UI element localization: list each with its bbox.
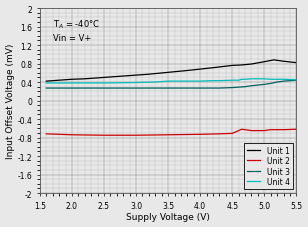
Unit 4 — [166, 80, 170, 83]
Unit 3 — [134, 87, 138, 90]
Unit 2 — [282, 129, 286, 131]
Unit 1 — [230, 65, 234, 67]
Unit 4 — [250, 78, 253, 81]
Unit 4 — [57, 82, 61, 85]
Unit 1 — [121, 75, 125, 78]
Unit 4 — [230, 79, 234, 82]
Unit 1 — [211, 67, 215, 70]
Unit 4 — [294, 79, 298, 82]
Unit 2 — [294, 128, 298, 131]
Unit 1 — [102, 77, 106, 79]
Unit 4 — [102, 82, 106, 85]
Unit 3 — [275, 81, 279, 84]
Unit 4 — [134, 82, 138, 84]
Unit 4 — [262, 78, 266, 81]
Unit 2 — [198, 133, 202, 136]
Unit 2 — [70, 134, 74, 136]
Unit 3 — [166, 87, 170, 90]
Unit 1 — [57, 79, 61, 82]
Legend: Unit 1, Unit 2, Unit 3, Unit 4: Unit 1, Unit 2, Unit 3, Unit 4 — [244, 143, 293, 189]
Unit 2 — [269, 129, 273, 131]
Unit 1 — [294, 62, 298, 65]
X-axis label: Supply Voltage (V): Supply Voltage (V) — [126, 212, 210, 222]
Unit 2 — [134, 134, 138, 137]
Unit 2 — [250, 130, 253, 132]
Unit 1 — [198, 68, 202, 71]
Y-axis label: Input Offset Voltage (mV): Input Offset Voltage (mV) — [6, 44, 14, 158]
Unit 3 — [269, 83, 273, 85]
Unit 4 — [269, 79, 273, 81]
Unit 4 — [70, 82, 74, 85]
Unit 1 — [70, 79, 74, 81]
Unit 2 — [102, 134, 106, 137]
Unit 1 — [83, 78, 87, 81]
Unit 3 — [282, 80, 286, 83]
Unit 4 — [211, 80, 215, 83]
Unit 4 — [275, 79, 279, 81]
Unit 2 — [57, 133, 61, 136]
Unit 2 — [166, 134, 170, 136]
Unit 1 — [272, 59, 276, 62]
Unit 3 — [217, 87, 221, 90]
Unit 3 — [198, 87, 202, 90]
Unit 3 — [262, 84, 266, 86]
Unit 4 — [240, 79, 244, 81]
Unit 3 — [57, 87, 61, 90]
Line: Unit 4: Unit 4 — [46, 79, 296, 84]
Unit 4 — [153, 81, 157, 84]
Unit 1 — [262, 61, 266, 64]
Unit 2 — [243, 129, 247, 131]
Unit 4 — [217, 80, 221, 83]
Unit 1 — [282, 61, 286, 63]
Unit 1 — [44, 80, 48, 83]
Unit 3 — [44, 87, 48, 90]
Unit 4 — [243, 79, 247, 81]
Unit 4 — [185, 80, 189, 83]
Unit 3 — [237, 86, 241, 89]
Unit 1 — [250, 63, 253, 66]
Unit 3 — [70, 87, 74, 90]
Unit 1 — [240, 64, 244, 67]
Unit 3 — [250, 85, 253, 88]
Unit 3 — [243, 86, 247, 89]
Line: Unit 1: Unit 1 — [46, 61, 296, 82]
Unit 4 — [282, 79, 286, 81]
Unit 1 — [166, 72, 170, 74]
Unit 1 — [147, 74, 151, 76]
Unit 3 — [294, 79, 298, 82]
Unit 4 — [198, 80, 202, 83]
Unit 4 — [237, 79, 241, 82]
Unit 1 — [185, 70, 189, 73]
Line: Unit 2: Unit 2 — [46, 130, 296, 136]
Unit 1 — [134, 74, 138, 77]
Unit 4 — [44, 82, 48, 85]
Line: Unit 3: Unit 3 — [46, 81, 296, 89]
Unit 2 — [217, 133, 221, 136]
Unit 2 — [230, 132, 234, 135]
Unit 2 — [262, 130, 266, 132]
Text: T$_A$ = -40°C
Vin = V+: T$_A$ = -40°C Vin = V+ — [53, 18, 100, 42]
Unit 3 — [102, 87, 106, 90]
Unit 2 — [237, 130, 241, 132]
Unit 3 — [230, 87, 234, 90]
Unit 2 — [44, 133, 48, 136]
Unit 2 — [275, 129, 279, 131]
Unit 2 — [240, 128, 244, 131]
